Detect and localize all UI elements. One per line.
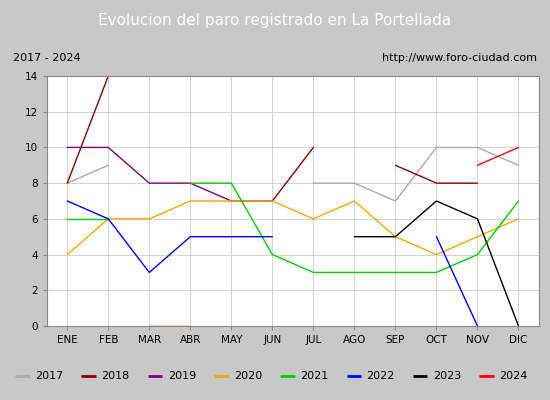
Text: 2022: 2022 [366, 371, 395, 381]
Text: 2017: 2017 [35, 371, 63, 381]
Text: 2024: 2024 [499, 371, 527, 381]
Text: 2019: 2019 [168, 371, 196, 381]
Text: 2023: 2023 [433, 371, 461, 381]
Text: http://www.foro-ciudad.com: http://www.foro-ciudad.com [382, 54, 537, 64]
Text: Evolucion del paro registrado en La Portellada: Evolucion del paro registrado en La Port… [98, 14, 452, 28]
Text: 2018: 2018 [101, 371, 130, 381]
Text: 2020: 2020 [234, 371, 262, 381]
Text: 2021: 2021 [300, 371, 328, 381]
Text: 2017 - 2024: 2017 - 2024 [13, 54, 80, 64]
